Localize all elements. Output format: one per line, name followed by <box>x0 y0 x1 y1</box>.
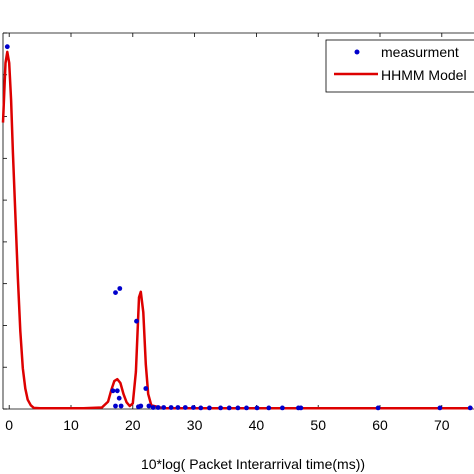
measurement-point <box>146 403 152 409</box>
measurement-point <box>191 405 196 410</box>
measurement-point <box>226 405 232 411</box>
measurement-point <box>155 405 161 410</box>
x-tick-label: 20 <box>125 417 141 433</box>
model-series <box>1 50 473 410</box>
x-axis-label: 10*log( Packet Interarrival time(ms)) <box>141 456 365 472</box>
measurement-point <box>266 405 272 411</box>
measurement-point <box>254 405 260 411</box>
measurement-point <box>117 286 123 291</box>
x-tick-label: 40 <box>249 417 265 433</box>
measurement-point <box>235 405 241 411</box>
measurement-point <box>150 405 156 410</box>
measurement-point <box>113 290 118 295</box>
x-tick-labels: 0 10 20 30 40 50 60 70 <box>5 417 449 433</box>
measurement-point <box>182 405 188 410</box>
measurement-point <box>113 403 118 409</box>
x-tick-label: 70 <box>434 417 450 433</box>
x-tick-label: 30 <box>187 417 203 433</box>
measurement-point <box>143 386 149 391</box>
x-tick-label: 50 <box>310 417 326 433</box>
measurement-point <box>161 405 167 410</box>
measurement-series <box>4 44 473 411</box>
measurement-point <box>114 388 120 394</box>
x-tick-label: 0 <box>5 417 13 433</box>
x-tick-label: 60 <box>372 417 388 433</box>
measurement-point <box>110 388 116 394</box>
measurement-point <box>437 405 443 411</box>
measurement-point <box>280 405 285 411</box>
legend-measurement-label: measurment <box>381 44 459 60</box>
legend: measurment HHMM Model <box>325 39 474 93</box>
measurement-point <box>175 405 181 410</box>
measurement-point <box>134 318 139 324</box>
model-line <box>1 50 473 410</box>
measurement-point <box>136 404 141 410</box>
legend-measurement-marker <box>354 49 360 55</box>
measurement-point <box>168 405 174 410</box>
measurement-point <box>207 405 212 411</box>
measurement-point <box>198 405 204 411</box>
legend-box <box>325 39 474 93</box>
measurement-point <box>4 44 10 50</box>
measurement-point <box>118 403 124 409</box>
measurement-point <box>218 405 224 411</box>
measurement-point <box>298 405 304 411</box>
measurement-point <box>244 405 249 411</box>
x-tick-label: 10 <box>63 417 79 433</box>
measurement-point <box>467 405 473 411</box>
measurement-point <box>375 405 381 411</box>
measurement-point <box>116 395 122 401</box>
legend-model-label: HHMM Model <box>381 67 467 83</box>
